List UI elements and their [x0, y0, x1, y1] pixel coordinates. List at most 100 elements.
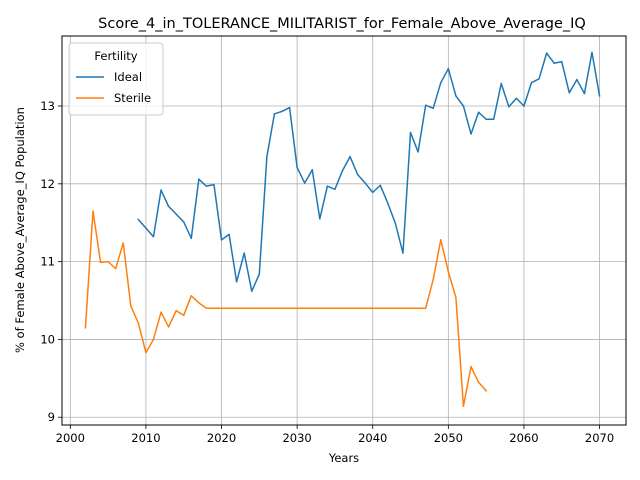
data-point-sterile [107, 261, 108, 262]
data-point-ideal [493, 119, 494, 120]
data-point-sterile [198, 302, 199, 303]
data-point-ideal [319, 218, 320, 219]
data-point-ideal [281, 111, 282, 112]
y-tick-label: 13 [40, 99, 55, 113]
data-point-sterile [478, 382, 479, 383]
data-point-ideal [569, 92, 570, 93]
data-point-sterile [153, 339, 154, 340]
data-point-sterile [349, 308, 350, 309]
data-point-ideal [591, 52, 592, 53]
data-point-sterile [380, 308, 381, 309]
data-point-sterile [266, 308, 267, 309]
data-point-sterile [138, 322, 139, 323]
data-point-sterile [417, 308, 418, 309]
data-point-sterile [372, 308, 373, 309]
data-point-ideal [380, 185, 381, 186]
data-point-sterile [85, 327, 86, 328]
data-point-ideal [327, 185, 328, 186]
data-point-sterile [281, 308, 282, 309]
data-point-sterile [160, 311, 161, 312]
data-point-sterile [175, 310, 176, 311]
data-point-ideal [236, 281, 237, 282]
data-point-ideal [584, 93, 585, 94]
data-point-ideal [251, 290, 252, 291]
data-point-sterile [485, 390, 486, 391]
data-point-ideal [433, 108, 434, 109]
data-point-ideal [455, 95, 456, 96]
data-point-sterile [440, 239, 441, 240]
data-point-ideal [402, 252, 403, 253]
data-point-ideal [516, 98, 517, 99]
data-point-ideal [228, 234, 229, 235]
x-tick-label: 2000 [56, 431, 85, 445]
data-point-sterile [274, 308, 275, 309]
data-point-ideal [364, 182, 365, 183]
legend-label-ideal: Ideal [114, 70, 142, 84]
data-point-ideal [153, 236, 154, 237]
data-point-sterile [123, 242, 124, 243]
y-tick-label: 9 [48, 410, 55, 424]
data-point-ideal [244, 252, 245, 253]
legend-title: Fertility [94, 49, 137, 63]
data-point-ideal [531, 82, 532, 83]
chart-title: Score_4_in_TOLERANCE_MILITARIST_for_Fema… [98, 16, 586, 32]
data-point-ideal [160, 189, 161, 190]
data-point-sterile [183, 315, 184, 316]
data-point-ideal [289, 107, 290, 108]
data-point-sterile [463, 406, 464, 407]
data-point-ideal [198, 178, 199, 179]
data-point-ideal [538, 78, 539, 79]
y-tick-label: 12 [40, 177, 55, 191]
data-point-ideal [221, 239, 222, 240]
data-point-sterile [221, 308, 222, 309]
data-point-ideal [470, 133, 471, 134]
data-point-sterile [115, 268, 116, 269]
data-point-sterile [168, 326, 169, 327]
data-point-sterile [304, 308, 305, 309]
data-point-sterile [206, 308, 207, 309]
data-point-ideal [312, 169, 313, 170]
data-point-sterile [92, 210, 93, 211]
data-point-ideal [372, 192, 373, 193]
data-point-sterile [470, 366, 471, 367]
x-tick-label: 2020 [207, 431, 236, 445]
data-point-sterile [342, 308, 343, 309]
data-point-sterile [357, 308, 358, 309]
data-point-sterile [364, 308, 365, 309]
data-point-sterile [191, 295, 192, 296]
data-point-sterile [213, 308, 214, 309]
data-point-ideal [501, 83, 502, 84]
data-point-ideal [508, 106, 509, 107]
data-point-ideal [523, 105, 524, 106]
data-point-sterile [387, 308, 388, 309]
data-point-sterile [130, 305, 131, 306]
x-tick-label: 2030 [282, 431, 311, 445]
data-point-sterile [259, 308, 260, 309]
data-point-ideal [440, 82, 441, 83]
data-point-sterile [100, 262, 101, 263]
legend-label-sterile: Sterile [114, 91, 151, 105]
data-point-sterile [433, 279, 434, 280]
data-point-ideal [274, 113, 275, 114]
x-tick-label: 2040 [358, 431, 387, 445]
data-point-sterile [455, 297, 456, 298]
x-tick-label: 2060 [509, 431, 538, 445]
x-tick-label: 2050 [434, 431, 463, 445]
data-point-ideal [553, 63, 554, 64]
data-point-ideal [410, 132, 411, 133]
data-point-ideal [266, 156, 267, 157]
data-point-ideal [138, 219, 139, 220]
data-point-ideal [561, 61, 562, 62]
data-point-ideal [417, 151, 418, 152]
data-point-sterile [402, 308, 403, 309]
data-point-sterile [319, 308, 320, 309]
data-point-sterile [312, 308, 313, 309]
data-point-sterile [236, 308, 237, 309]
data-point-sterile [251, 308, 252, 309]
data-point-sterile [448, 271, 449, 272]
data-point-ideal [296, 167, 297, 168]
data-point-ideal [342, 170, 343, 171]
data-point-ideal [145, 227, 146, 228]
data-point-ideal [395, 223, 396, 224]
y-tick-label: 10 [40, 332, 55, 346]
